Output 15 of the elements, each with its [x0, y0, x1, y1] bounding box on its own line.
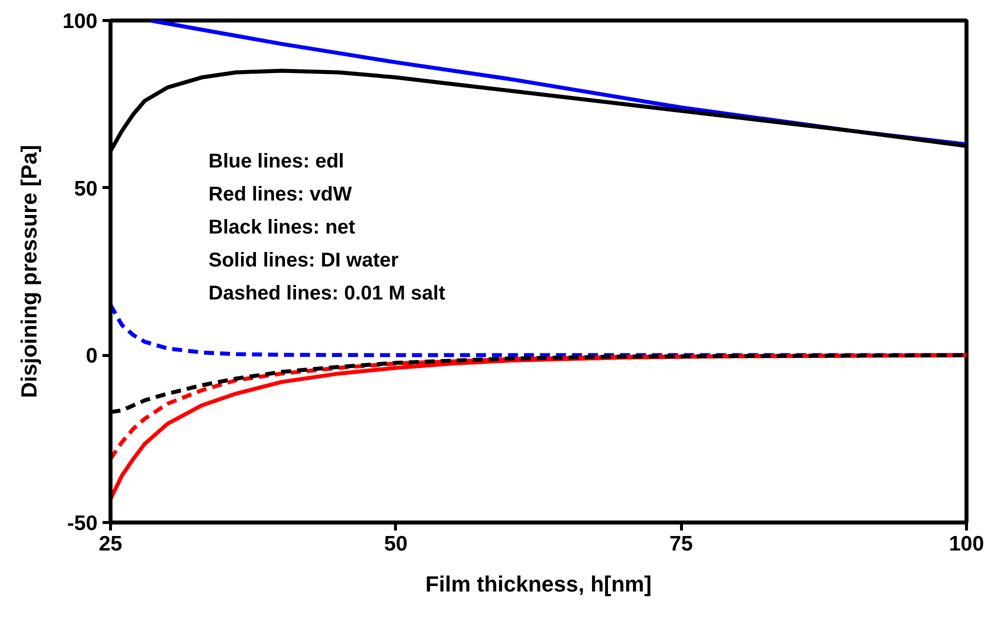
x-tick-label: 75	[669, 532, 694, 556]
x-tick-label: 25	[98, 532, 122, 556]
annotation: Solid lines: DI water	[208, 250, 399, 272]
annotation: Blue lines: edl	[208, 150, 344, 172]
y-axis-title: Disjoining pressure [Pa]	[16, 144, 42, 398]
y-tick-label: 50	[74, 177, 98, 200]
x-tick-label: 100	[948, 532, 984, 556]
annotation: Dashed lines: 0.01 M salt	[208, 282, 446, 304]
annotation: Black lines: net	[208, 216, 356, 238]
annotation: Red lines: vdW	[208, 184, 352, 206]
y-tick-label: 100	[62, 10, 98, 33]
x-tick-label: 50	[384, 532, 408, 556]
y-tick-label: 0	[86, 344, 98, 368]
y-tick-label: -50	[67, 512, 98, 535]
x-axis-title: Film thickness, h[nm]	[425, 572, 652, 596]
